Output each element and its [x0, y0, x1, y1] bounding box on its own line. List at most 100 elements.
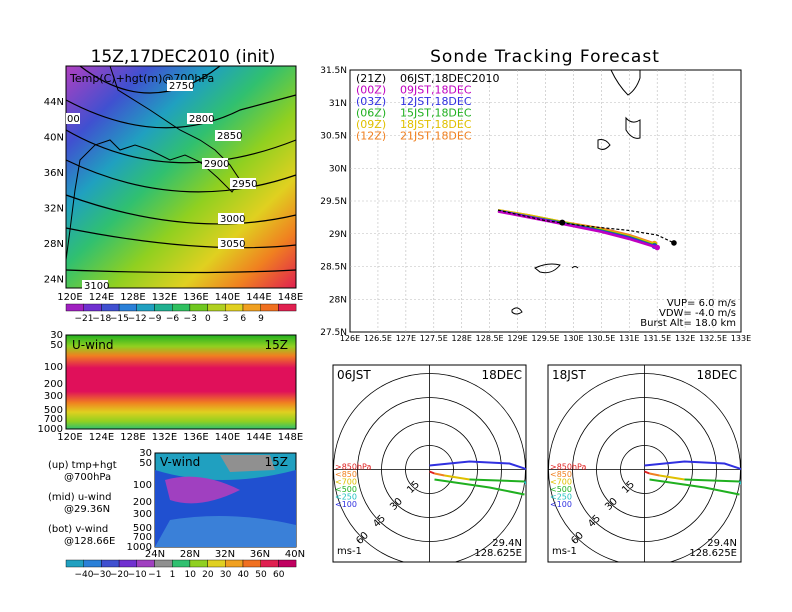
- colorbar1-label: −12: [128, 314, 147, 324]
- hodograph-lon: 128.625E: [689, 548, 737, 559]
- hodograph-segment: [659, 474, 685, 481]
- colorbar2-swatch: [154, 559, 173, 568]
- svg-text:@128.66E: @128.66E: [64, 536, 115, 547]
- track-x-tick: 128E: [452, 334, 472, 343]
- track-legend-tag: (21Z): [356, 72, 386, 85]
- track-y-tick: 28.5N: [320, 263, 347, 273]
- colorbar1-swatch: [260, 303, 279, 312]
- track-series-line: [497, 209, 675, 244]
- track-y-tick: 29N: [329, 230, 347, 240]
- uwind-p-tick: 200: [44, 379, 63, 390]
- colorbar2-label: 10: [184, 570, 196, 580]
- hodograph-level-label: <100: [335, 500, 357, 509]
- uwind-p-tick: 500: [44, 405, 63, 416]
- colorbar1-label: −21: [75, 314, 94, 324]
- hodograph-lat: 29.4N: [492, 538, 522, 549]
- hodograph-units: ms-1: [552, 546, 577, 557]
- colorbar2-swatch: [207, 559, 226, 568]
- map700-lon-tick: 132E: [152, 292, 177, 303]
- svg-text:(up) tmp+hgt: (up) tmp+hgt: [48, 460, 117, 471]
- svg-text:00: 00: [67, 114, 80, 125]
- map700-lat-tick: 28N: [44, 239, 64, 250]
- svg-text:2850: 2850: [217, 131, 242, 142]
- left-title: 15Z,17DEC2010 (init): [91, 47, 276, 67]
- svg-text:3000: 3000: [220, 214, 245, 225]
- colorbar1-swatch: [278, 303, 297, 312]
- vwind-p-tick: 500: [133, 523, 152, 534]
- hodograph-segment: [649, 472, 660, 477]
- colorbar2-label: −30: [92, 570, 111, 580]
- hodograph-level-label: >850hPa: [335, 463, 372, 472]
- track-x-tick: 129.5E: [532, 334, 560, 343]
- track-legend-text: 06JST,18DEC2010: [400, 72, 500, 85]
- vwind-p-tick: 100: [133, 480, 152, 491]
- svg-text:2900: 2900: [204, 159, 229, 170]
- vwind-p-tick: 50: [139, 458, 152, 469]
- hodograph-upper-profile: [644, 460, 741, 471]
- svg-text:3100: 3100: [84, 281, 109, 292]
- uwind-x-tick: 124E: [89, 432, 114, 443]
- hodograph-units: ms-1: [337, 546, 362, 557]
- track-y-tick: 29.5N: [320, 197, 347, 207]
- track-x-tick: 130.5E: [587, 334, 615, 343]
- map700-lon-tick: 140E: [215, 292, 240, 303]
- svg-text:3050: 3050: [220, 239, 245, 250]
- hodograph-time: 06JST: [337, 368, 371, 382]
- colorbar1-label: −18: [92, 314, 111, 324]
- uwind-p-tick: 1000: [38, 424, 63, 435]
- track-x-tick: 132.5E: [699, 334, 727, 343]
- vwind-p-tick: 300: [133, 509, 152, 520]
- track-y-tick: 31.5N: [320, 66, 347, 76]
- vwind-x-tick: 40N: [285, 549, 305, 560]
- vwind-x-tick: 32N: [215, 549, 235, 560]
- hodograph-level-label: <700: [335, 478, 357, 487]
- track-y-tick: 30.5N: [320, 132, 347, 142]
- vwind-x-tick: 28N: [180, 549, 200, 560]
- track-legend-tag: (00Z): [356, 84, 386, 97]
- hodograph-level-label: <250: [550, 493, 572, 502]
- svg-text:VUP= 6.0 m/s: VUP= 6.0 m/s: [667, 298, 736, 309]
- uwind-time: 15Z: [265, 338, 289, 352]
- track-x-tick: 128.5E: [476, 334, 504, 343]
- track-legend-tag: (09Z): [356, 118, 386, 131]
- map700-lon-tick: 136E: [183, 292, 208, 303]
- uwind-x-tick: 136E: [183, 432, 208, 443]
- colorbar2-swatch: [225, 559, 244, 568]
- vwind-x-tick: 36N: [250, 549, 270, 560]
- track-end-point: [671, 240, 677, 246]
- svg-text:2950: 2950: [232, 179, 257, 190]
- track-legend-text: 15JST,18DEC: [400, 107, 472, 120]
- colorbar1-label: 6: [240, 314, 246, 324]
- uwind-label: U-wind: [72, 338, 113, 352]
- track-x-tick: 132E: [675, 334, 695, 343]
- colorbar1-swatch: [242, 303, 261, 312]
- map700-lat-tick: 32N: [44, 204, 64, 215]
- track-x-tick: 131E: [619, 334, 639, 343]
- uwind-field: [65, 334, 297, 430]
- hodograph-time: 18JST: [552, 368, 586, 382]
- hodograph-segment: [644, 470, 650, 475]
- hodograph-date: 18DEC: [482, 368, 522, 382]
- colorbar1-swatch: [189, 303, 208, 312]
- uwind-p-tick: 700: [44, 414, 63, 425]
- hodograph-date: 18DEC: [697, 368, 737, 382]
- hodograph-lower-profile: [649, 478, 740, 496]
- colorbar1-swatch: [154, 303, 173, 312]
- uwind-x-tick: 128E: [120, 432, 145, 443]
- colorbar2-swatch: [171, 559, 191, 568]
- hodograph-level-label: >850hPa: [550, 463, 587, 472]
- colorbar2-swatch: [189, 559, 208, 568]
- vwind-p-tick: 30: [139, 448, 152, 459]
- map700-lat-tick: 24N: [44, 275, 64, 286]
- colorbar1-swatch: [225, 303, 244, 312]
- colorbar1-swatch: [83, 303, 102, 312]
- colorbar1-label: 0: [205, 314, 211, 324]
- colorbar2-label: −1: [148, 570, 161, 580]
- colorbar1-swatch: [65, 303, 84, 312]
- colorbar2-label: 50: [255, 570, 267, 580]
- colorbar2-label: 30: [220, 570, 232, 580]
- colorbar1-label: −15: [110, 314, 129, 324]
